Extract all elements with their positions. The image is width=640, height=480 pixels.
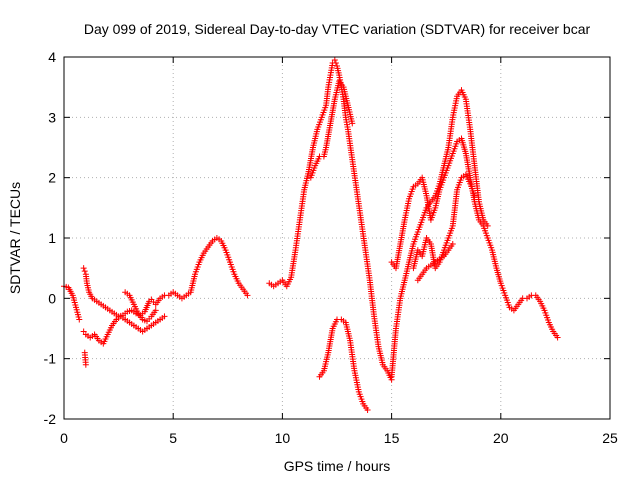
- x-axis-label: GPS time / hours: [284, 458, 391, 474]
- series-track-j: [388, 87, 491, 380]
- x-tick-label: 0: [60, 430, 68, 446]
- y-tick-label: 2: [48, 170, 56, 186]
- series-track-a: [61, 283, 83, 323]
- y-tick-label: 1: [48, 230, 56, 246]
- data-point: [80, 265, 87, 272]
- data-points: [61, 57, 561, 413]
- x-tick-label: 10: [275, 430, 291, 446]
- data-point: [82, 361, 89, 368]
- data-point: [471, 192, 478, 199]
- axes: 0 5 10 15 20 25 -2 -1 0 1 2 3 4: [44, 49, 618, 446]
- grid-lines: [64, 57, 610, 419]
- y-tick-label: 0: [48, 290, 56, 306]
- y-tick-label: -1: [44, 351, 57, 367]
- data-point: [80, 328, 87, 335]
- x-tick-label: 5: [169, 430, 177, 446]
- chart-title: Day 099 of 2019, Sidereal Day-to-day VTE…: [84, 21, 591, 37]
- series-track-b: [80, 235, 251, 320]
- series-track-l: [414, 241, 456, 284]
- data-point: [554, 334, 561, 341]
- y-tick-label: 3: [48, 109, 56, 125]
- plot-frame: [63, 56, 611, 420]
- y-tick-label: -2: [44, 411, 57, 427]
- series-track-g: [307, 78, 356, 181]
- interpolated-point: [81, 268, 88, 275]
- data-point: [364, 406, 371, 413]
- x-tick-label: 15: [384, 430, 400, 446]
- y-axis-label: SDTVAR / TECUs: [7, 182, 23, 294]
- data-point: [349, 120, 356, 127]
- interpolated-point: [332, 60, 339, 67]
- data-point: [152, 307, 159, 314]
- data-point: [244, 292, 251, 299]
- x-tick-label: 20: [493, 430, 509, 446]
- data-point: [484, 222, 491, 229]
- data-point: [331, 57, 338, 64]
- series-track-h: [316, 316, 371, 413]
- series-track-c: [80, 313, 168, 347]
- data-point: [161, 313, 168, 320]
- x-tick-label: 25: [602, 430, 618, 446]
- y-tick-label: 4: [48, 49, 56, 65]
- data-point: [449, 241, 456, 248]
- series-track-f: [266, 57, 395, 383]
- series-track-k: [410, 171, 478, 272]
- data-point: [76, 316, 83, 323]
- series-track-d: [122, 289, 159, 325]
- series-track-e: [81, 349, 89, 368]
